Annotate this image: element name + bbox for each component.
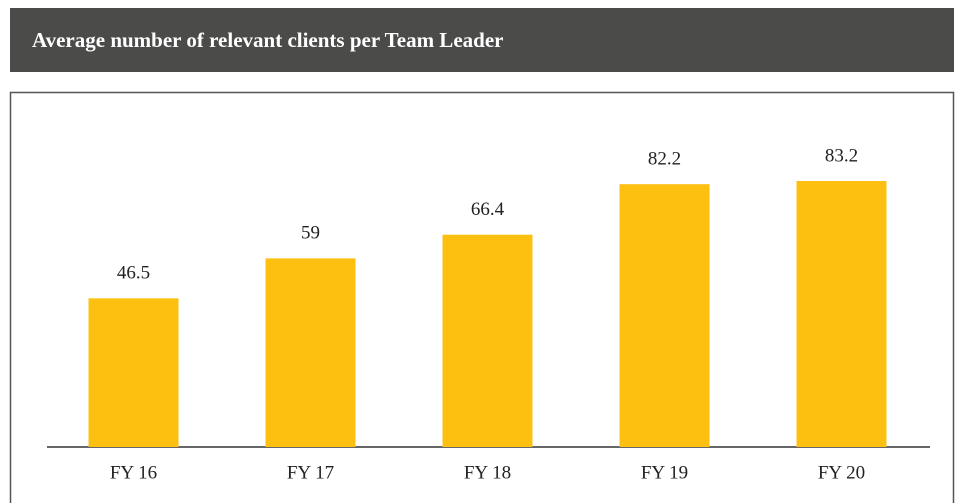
value-label: 66.4 — [471, 199, 505, 220]
value-label: 59 — [301, 223, 320, 244]
value-label: 82.2 — [648, 149, 681, 170]
bar — [442, 234, 533, 447]
header-bar — [10, 8, 954, 72]
bar — [796, 181, 887, 447]
x-tick-label: FY 16 — [110, 462, 157, 483]
chart-title: Average number of relevant clients per T… — [32, 28, 503, 52]
x-tick-label: FY 18 — [464, 462, 511, 483]
bar — [265, 258, 356, 447]
value-label: 83.2 — [825, 145, 858, 166]
chart-frame — [9, 91, 955, 503]
bar — [619, 184, 710, 447]
bar — [88, 298, 179, 447]
value-label: 46.5 — [117, 263, 150, 284]
x-tick-label: FY 17 — [287, 462, 334, 483]
x-tick-label: FY 19 — [641, 462, 688, 483]
x-tick-label: FY 20 — [818, 462, 865, 483]
